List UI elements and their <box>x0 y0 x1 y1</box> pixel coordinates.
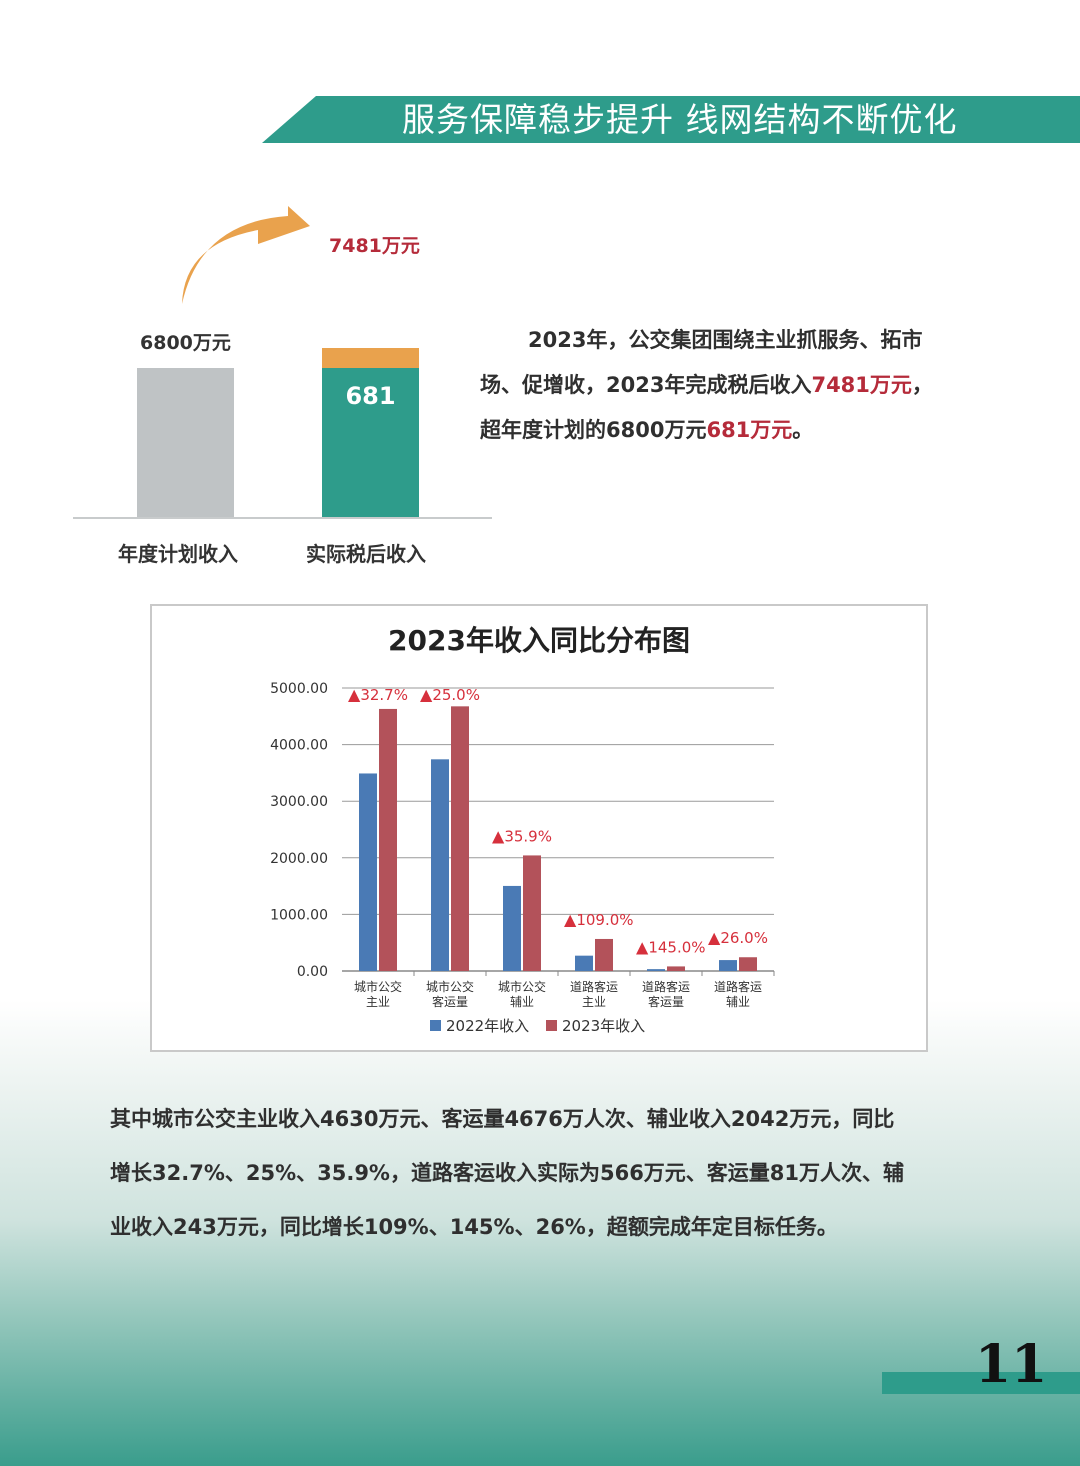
bar-2022-5 <box>719 960 737 971</box>
y-tick-label: 4000.00 <box>270 738 328 754</box>
y-tick-label: 3000.00 <box>270 794 328 810</box>
growth-annotation: ▲26.0% <box>708 928 768 947</box>
chart-title: 2023年收入同比分布图 <box>388 624 690 657</box>
actual-category-label: 实际税后收入 <box>306 542 426 566</box>
bar-2023-0 <box>379 708 397 971</box>
legend-label-0: 2022年收入 <box>446 1017 529 1035</box>
detail-line-2: 增长32.7%、25%、35.9%，道路客运收入实际为566万元、客运量81万人… <box>110 1161 905 1185</box>
legend-swatch-1 <box>546 1020 557 1031</box>
growth-annotation: ▲109.0% <box>564 910 634 929</box>
summary-line-2a: 场、促增收，2023年完成税后收入 <box>480 373 812 397</box>
bar-2023-5 <box>739 957 757 971</box>
actual-value-label: 7481万元 <box>329 235 420 257</box>
y-tick-label: 5000.00 <box>270 681 328 697</box>
plan-category-label: 年度计划收入 <box>118 542 238 566</box>
x-category-label: 主业 <box>582 995 606 1009</box>
header-banner <box>262 96 1080 143</box>
x-category-label: 辅业 <box>726 995 750 1009</box>
y-tick-label: 2000.00 <box>270 851 328 867</box>
y-tick-label: 0.00 <box>297 964 328 980</box>
bar-2023-3 <box>595 938 613 971</box>
income-chart-panel: 2023年收入同比分布图 0.00 1000.00 2000.00 3000.00 400… <box>150 604 928 1052</box>
plan-income-bar <box>137 368 234 517</box>
excess-value-label: 681 <box>345 381 396 410</box>
summary-line-3a: 超年度计划的6800万元 <box>480 418 707 442</box>
detail-line-1: 其中城市公交主业收入4630万元、客运量4676万人次、辅业收入2042万元，同… <box>110 1107 895 1131</box>
bar-2022-1 <box>431 759 449 971</box>
bar-2022-0 <box>359 773 377 971</box>
bar-2022-4 <box>647 969 665 971</box>
summary-line-2c: ， <box>911 373 933 397</box>
x-category-label: 城市公交 <box>354 979 402 994</box>
bar-2022-2 <box>503 885 521 971</box>
summary-line-1: 2023年，公交集团围绕主业抓服务、拓市 <box>528 328 923 352</box>
page-number: 11 <box>975 1334 1048 1395</box>
x-category-label: 道路客运 <box>642 979 690 994</box>
x-category-label: 城市公交 <box>426 979 474 994</box>
summary-actual-income: 7481万元 <box>811 373 912 397</box>
growth-annotation: ▲25.0% <box>420 685 480 704</box>
bar-2023-2 <box>523 855 541 971</box>
income-bar-chart: 2023年收入同比分布图 0.00 1000.00 2000.00 3000.00 400… <box>270 624 775 1035</box>
excess-income-bar: 681 <box>322 347 419 410</box>
y-tick-label: 1000.00 <box>270 907 328 923</box>
x-category-label: 客运量 <box>432 994 468 1009</box>
comparison-baseline <box>73 517 492 519</box>
bar-2023-4 <box>667 966 685 971</box>
x-category-label: 辅业 <box>510 995 534 1009</box>
bar-2023-1 <box>451 706 469 971</box>
bar-2022-3 <box>575 955 593 971</box>
growth-arrow-icon <box>182 206 310 304</box>
x-category-label: 城市公交 <box>498 979 546 994</box>
growth-annotation: ▲35.9% <box>492 826 552 845</box>
summary-line-3c: 。 <box>792 418 814 442</box>
summary-paragraph: 2023年，公交集团围绕主业抓服务、拓市 场、促增收，2023年完成税后收入74… <box>480 318 970 453</box>
legend-label-1: 2023年收入 <box>562 1017 645 1035</box>
detail-line-3: 业收入243万元，同比增长109%、145%、26%，超额完成年定目标任务。 <box>110 1215 838 1239</box>
growth-annotation: ▲32.7% <box>348 685 408 704</box>
growth-annotation: ▲145.0% <box>636 937 706 956</box>
page-number-bar <box>882 1372 1080 1394</box>
x-category-label: 道路客运 <box>714 979 762 994</box>
summary-excess-income: 681万元 <box>706 418 793 442</box>
x-category-label: 客运量 <box>648 994 684 1009</box>
x-category-label: 道路客运 <box>570 979 618 994</box>
legend-swatch-0 <box>430 1020 441 1031</box>
detail-paragraph: 其中城市公交主业收入4630万元、客运量4676万人次、辅业收入2042万元，同… <box>110 1092 980 1254</box>
page-title: 服务保障稳步提升 线网结构不断优化 <box>402 100 958 139</box>
actual-income-bar <box>322 368 419 517</box>
plan-value-label: 6800万元 <box>140 332 231 354</box>
x-category-label: 主业 <box>366 995 390 1009</box>
